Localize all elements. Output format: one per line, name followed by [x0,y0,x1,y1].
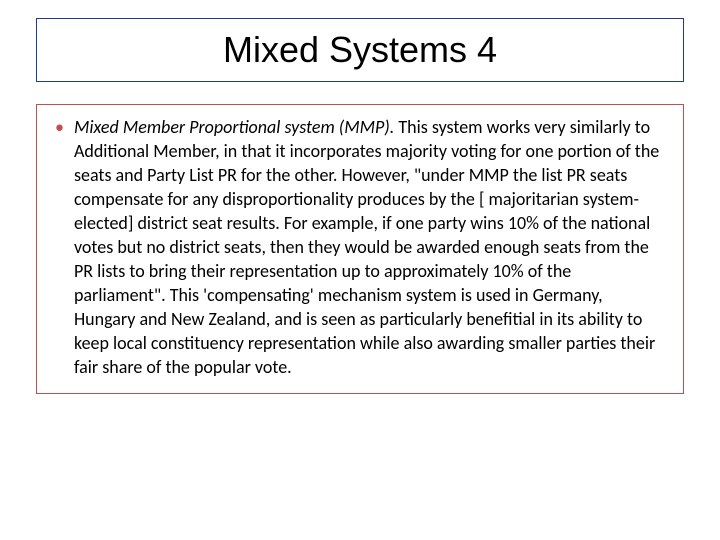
body-box: • Mixed Member Proportional system (MMP)… [36,104,684,394]
title-box: Mixed Systems 4 [36,18,684,82]
bullet-item: • Mixed Member Proportional system (MMP)… [55,115,665,379]
bullet-text: Mixed Member Proportional system (MMP). … [74,115,665,379]
bullet-marker: • [55,115,64,139]
bullet-rest: This system works very similarly to Addi… [74,116,659,378]
bullet-lead-italic: Mixed Member Proportional system (MMP). [74,116,394,138]
slide-title: Mixed Systems 4 [223,29,497,71]
